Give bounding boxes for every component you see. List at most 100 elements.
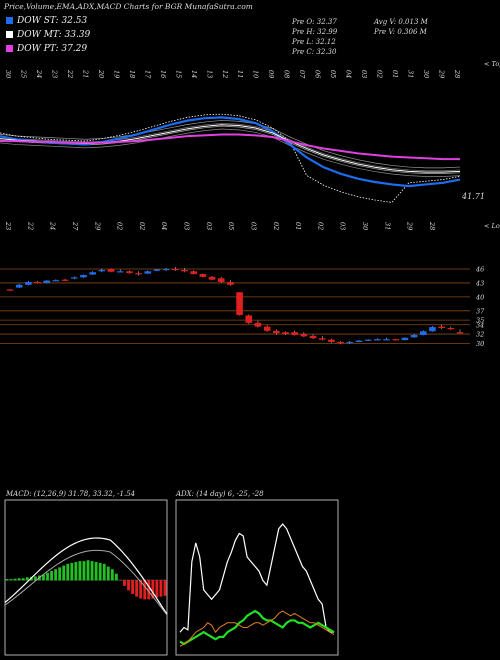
ema-band-line [0,125,461,174]
chart-title: Price,Volume,EMA,ADX,MACD Charts for BGR… [4,2,253,11]
top-date-label: 04 [345,70,353,78]
tops-label: < Tops [484,60,500,68]
macd-histogram-bar [127,580,130,591]
macd-histogram-bar [135,580,139,597]
macd-histogram-bar [106,566,110,581]
macd-histogram-bar [86,560,90,581]
macd-histogram-bar [17,578,21,581]
macd-histogram-bar [54,569,58,581]
stat-pre-low: Pre L: 32.12 [292,38,336,46]
macd-histogram-bar [50,571,53,581]
top-date-label: 19 [112,70,120,78]
top-date-label: 23 [50,69,58,78]
macd-histogram-bar [139,580,143,599]
top-date-label: 29 [438,69,446,78]
top-date-label: 10 [252,70,260,78]
bottom-date-label: 02 [116,222,124,230]
candle-body [107,268,115,272]
candle-body [190,271,197,275]
price-level-label: 32 [476,331,484,339]
bottom-date-label: 05 [227,222,235,230]
top-date-label: 11 [236,70,244,78]
top-date-label: 12 [221,70,229,78]
macd-histogram-bar [78,561,82,581]
bottom-date-label: 03 [205,222,213,230]
macd-histogram-bar [123,580,126,586]
top-date-label: 22 [66,69,74,78]
ema-long-line [0,133,460,161]
macd-histogram-bar [9,579,13,581]
macd-histogram-bar [90,561,94,581]
macd-histogram-bar [163,580,167,596]
adx-title: ADX: (14 day) 6, -25, -28 [176,490,264,498]
macd-histogram-bar [155,580,159,598]
top-date-label: 20 [97,69,105,78]
ema-band-line [0,128,461,177]
top-date-label: 30 [422,70,430,78]
candle-body [355,340,363,342]
top-date-label: 31 [407,70,415,78]
bottom-date-label: 04 [160,222,168,230]
candle-body [126,271,133,274]
top-date-label: 24 [35,69,43,78]
top-date-label: 07 [298,70,306,79]
bottom-date-label: 03 [339,222,347,230]
stat-pre-close: Pre C: 32.30 [292,48,337,56]
candle-body [383,339,390,341]
macd-signal-line [4,549,168,616]
top-date-label: 06 [314,70,322,78]
bottom-date-label: 27 [71,221,79,231]
candle-body [89,272,96,275]
adx-frame [175,499,339,656]
macd-histogram-bar [5,579,9,581]
macd-title: MACD: (12,26,9) 31.78, 33.32, -1.54 [6,490,136,498]
top-date-label: 17 [143,70,151,79]
ema-end-value: 41.71 [462,192,485,201]
candle-body [227,281,234,285]
top-date-label: 08 [283,70,291,78]
price-level-label: 43 [475,279,484,287]
candle-body [80,275,87,278]
macd-histogram-bar [46,572,49,581]
candle-body [401,337,409,341]
macd-histogram-bar [102,563,106,581]
macd-histogram-bar [58,567,62,581]
bottom-date-label: 29 [406,221,414,230]
macd-histogram-bar [94,562,98,581]
bottom-date-label: 02 [272,222,280,230]
top-date-label: 03 [360,70,368,78]
price-level-label: 30 [476,340,484,348]
top-date-label: 30 [4,70,12,78]
macd-histogram-bar [66,563,70,581]
price-level-label: 35 [476,317,484,325]
stat-pre-volume: Pre V: 0.306 M [374,28,427,36]
candle-body [116,271,124,273]
ema-band-line [0,122,461,172]
legend-swatch-mt [6,31,13,38]
candle-body [52,280,60,282]
bottom-date-label: 23 [4,221,12,230]
adx-line [179,523,334,633]
price-line [0,113,461,203]
bottom-date-label: 24 [49,221,57,230]
candle-body [25,281,32,285]
price-level-label: 37 [476,307,485,315]
legend-label-mt: DOW MT: 33.39 [17,30,91,40]
candle-body [254,322,262,327]
candle-body [438,326,445,329]
macd-histogram-bar [70,562,74,581]
legend-label-pt: DOW PT: 37.29 [17,44,88,54]
stat-pre-high: Pre H: 32.99 [292,28,338,36]
top-date-label: 01 [391,70,399,78]
top-date-label: 18 [128,70,136,78]
bottom-date-label: 31 [383,222,391,230]
macd-histogram-bar [114,573,118,581]
macd-histogram-bar [110,569,114,581]
macd-histogram-bar [98,562,102,581]
top-date-label: 16 [159,70,167,78]
candle-body [318,338,326,340]
legend-dow-mt: DOW MT: 33.39 [6,30,90,40]
candle-body [162,268,170,271]
top-date-label: 09 [267,70,275,78]
